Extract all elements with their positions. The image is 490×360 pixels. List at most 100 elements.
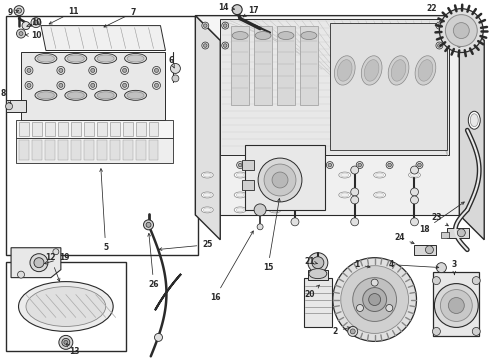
Bar [110,140,120,160]
Circle shape [27,68,31,72]
Text: 8: 8 [0,89,11,103]
Circle shape [440,9,483,53]
Ellipse shape [65,54,87,63]
Bar [110,122,120,136]
Circle shape [341,266,409,333]
Ellipse shape [97,92,114,99]
Circle shape [411,196,418,204]
Text: 4: 4 [389,260,439,269]
Circle shape [222,22,229,29]
Circle shape [371,279,378,286]
Circle shape [268,163,272,167]
Circle shape [425,246,434,254]
Circle shape [291,196,299,204]
Circle shape [472,328,480,336]
Ellipse shape [97,55,114,62]
Circle shape [353,278,396,321]
Bar [58,140,68,160]
Circle shape [432,328,441,336]
Polygon shape [330,23,447,150]
Ellipse shape [388,56,409,85]
Circle shape [267,162,273,168]
Circle shape [57,81,65,89]
Circle shape [62,338,70,346]
Circle shape [89,81,97,89]
Circle shape [411,218,418,226]
Circle shape [33,20,38,25]
Bar [16,120,173,138]
Text: 10: 10 [27,18,42,27]
Ellipse shape [309,269,327,279]
Circle shape [458,44,461,47]
Circle shape [154,333,163,341]
Bar [441,232,449,238]
Polygon shape [6,100,26,112]
Text: 19: 19 [45,253,70,264]
Bar [32,122,42,136]
Circle shape [64,340,68,345]
Polygon shape [196,15,484,41]
Bar [84,122,94,136]
Circle shape [222,42,229,49]
Circle shape [264,164,296,196]
Ellipse shape [304,172,316,178]
Circle shape [34,258,44,268]
Ellipse shape [203,208,211,212]
Ellipse shape [411,173,418,177]
Ellipse shape [391,60,406,81]
Ellipse shape [95,90,117,100]
Bar [308,270,328,280]
Circle shape [308,253,328,273]
Polygon shape [196,15,220,240]
Bar [97,140,107,160]
Ellipse shape [334,56,355,85]
Circle shape [202,42,209,49]
Circle shape [53,249,59,255]
Circle shape [258,158,302,202]
Bar [447,228,469,238]
Ellipse shape [271,173,279,177]
Ellipse shape [67,55,84,62]
Circle shape [441,289,472,321]
Ellipse shape [255,32,271,40]
Ellipse shape [65,90,87,100]
Circle shape [291,188,299,196]
Circle shape [453,23,469,39]
Circle shape [121,81,128,89]
Circle shape [348,327,358,336]
Ellipse shape [201,192,213,198]
Circle shape [238,163,242,167]
Circle shape [237,162,244,168]
Ellipse shape [269,207,281,213]
Circle shape [291,166,299,174]
Bar [6,262,125,351]
Circle shape [432,276,441,285]
Ellipse shape [339,172,351,178]
Ellipse shape [203,173,211,177]
Ellipse shape [26,287,106,327]
Bar [58,122,68,136]
Bar [97,122,107,136]
Circle shape [223,44,227,47]
Circle shape [298,163,302,167]
Ellipse shape [234,192,246,198]
Circle shape [356,162,363,168]
Circle shape [146,222,151,227]
Ellipse shape [201,207,213,213]
Circle shape [312,257,324,269]
Ellipse shape [418,60,433,81]
Polygon shape [459,15,484,240]
Bar [45,122,55,136]
Ellipse shape [95,54,117,63]
Text: 25: 25 [159,240,213,251]
Bar [19,140,29,160]
Text: 7: 7 [104,8,136,27]
Circle shape [89,67,97,75]
Bar [84,140,94,160]
Ellipse shape [361,56,382,85]
Ellipse shape [234,207,246,213]
Ellipse shape [35,54,57,63]
Circle shape [416,162,423,168]
Circle shape [223,24,227,27]
Circle shape [445,15,477,46]
